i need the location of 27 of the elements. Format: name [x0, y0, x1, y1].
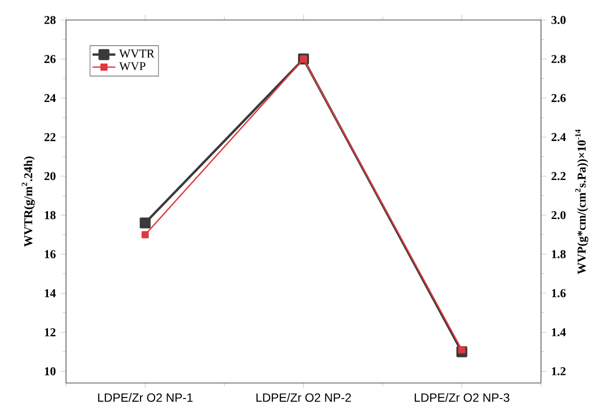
y-tick-label: 10	[44, 367, 56, 376]
y2-tick-label: 3.0	[552, 16, 566, 24]
y2-tick-label: 1.4	[552, 328, 566, 336]
y2-tick-label: 2.6	[552, 94, 566, 102]
y2-tick-label: 1.2	[552, 367, 566, 376]
legend-label: WVTR	[119, 50, 154, 58]
y-tick-label: 24	[44, 94, 56, 102]
y2-tick-label: 2.0	[552, 211, 566, 220]
y-tick-label: 18	[44, 211, 56, 220]
x-tick-label: LDPE/Zr O2 NP-3	[414, 393, 510, 402]
y2-tick-label: 2.2	[552, 172, 566, 180]
y-tick-label: 28	[44, 16, 56, 24]
y2-tick-label: 1.6	[552, 289, 566, 298]
legend-label: WVP	[119, 62, 146, 70]
y2-tick-label: 2.8	[552, 54, 566, 64]
y-tick-label: 22	[44, 133, 56, 142]
x-tick-label: LDPE/Zr O2 NP-1	[98, 393, 193, 402]
y-tick-label: 16	[44, 250, 56, 258]
y2-tick-label: 1.8	[552, 250, 566, 258]
x-tick-label: LDPE/Zr O2 NP-2	[256, 393, 351, 402]
y2-tick-label: 2.4	[552, 133, 566, 142]
y-tick-label: 26	[44, 54, 56, 64]
y2-axis-title: WVP(g*cm/(cm$^{2}$s.Pa))×10$^{-14}$	[575, 129, 588, 274]
y-axis-title: WVTR(g/m$^{2}$.24h)	[22, 156, 35, 247]
y-tick-label: 12	[44, 328, 56, 336]
y-tick-label: 14	[44, 289, 56, 298]
y-tick-label: 20	[44, 172, 56, 180]
